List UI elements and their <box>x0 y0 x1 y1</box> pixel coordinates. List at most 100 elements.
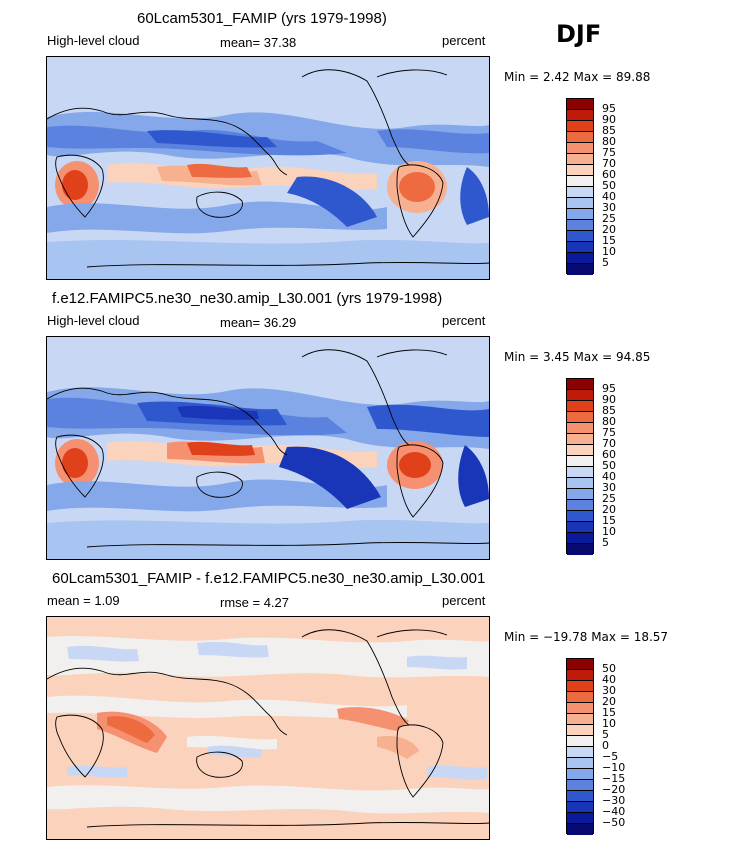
colorbar-swatch <box>567 714 593 725</box>
colorbar-label: 90 <box>602 393 616 406</box>
colorbar-swatch <box>567 187 593 198</box>
colorbar-swatch <box>567 758 593 769</box>
colorbar-label: 5 <box>602 536 609 549</box>
colorbar-swatch <box>567 736 593 747</box>
colorbar-swatch <box>567 692 593 703</box>
colorbar-swatch <box>567 456 593 467</box>
panel2-colorbar: 95 90 85 80 75 70 60 50 40 30 25 20 15 10 5 <box>566 378 626 555</box>
colorbar-label: 60 <box>602 448 616 461</box>
panel2-mean-label: mean= 36.29 <box>220 315 297 330</box>
colorbar-label: 20 <box>602 695 616 708</box>
colorbar-swatch <box>567 379 593 390</box>
colorbar-swatch <box>567 747 593 758</box>
colorbar-label: 50 <box>602 662 616 675</box>
colorbar-label: 85 <box>602 404 616 417</box>
colorbar-label: 85 <box>602 124 616 137</box>
colorbar-label: 90 <box>602 113 616 126</box>
panel2-unit-label: percent <box>442 313 486 328</box>
colorbar-label: −40 <box>602 805 626 818</box>
panel1-colorbar: 95 90 85 80 75 70 60 50 40 30 25 20 15 10 5 <box>566 98 626 275</box>
colorbar-swatch <box>567 769 593 780</box>
colorbar-label: 10 <box>602 717 616 730</box>
colorbar-label: 10 <box>602 525 616 538</box>
colorbar-label: 5 <box>602 256 609 269</box>
colorbar-swatch <box>567 99 593 110</box>
colorbar-label: 95 <box>602 102 616 115</box>
colorbar-swatch <box>567 780 593 791</box>
colorbar-label: −5 <box>602 750 619 763</box>
panel1-mean-label: mean= 37.38 <box>220 35 297 50</box>
colorbar-label: −10 <box>602 761 626 774</box>
colorbar-label: −50 <box>602 816 626 829</box>
panel2-map <box>46 336 490 560</box>
colorbar-label: 30 <box>602 481 616 494</box>
panel2-title: f.e12.FAMIPC5.ne30_ne30.amip_L30.001 (yr… <box>52 290 443 307</box>
colorbar-swatch <box>567 533 593 544</box>
colorbar-label: 15 <box>602 234 616 247</box>
colorbar-label: 15 <box>602 706 616 719</box>
colorbar-label: −15 <box>602 772 626 785</box>
colorbar-swatch <box>567 670 593 681</box>
colorbar-swatch <box>567 445 593 456</box>
colorbar-label: 20 <box>602 503 616 516</box>
panel2-minmax: Min = 3.45 Max = 94.85 <box>504 350 651 364</box>
colorbar-swatch <box>567 253 593 264</box>
colorbar-swatch <box>567 467 593 478</box>
colorbar-swatch <box>567 264 593 275</box>
panel1-title: 60Lcam5301_FAMIP (yrs 1979-1998) <box>137 10 387 27</box>
panel3-title: 60Lcam5301_FAMIP - f.e12.FAMIPC5.ne30_ne… <box>52 570 486 587</box>
colorbar-swatch <box>567 132 593 143</box>
colorbar-label: 75 <box>602 426 616 439</box>
colorbar-swatch <box>567 176 593 187</box>
colorbar-swatch <box>567 198 593 209</box>
colorbar-swatch <box>567 500 593 511</box>
colorbar-label: 30 <box>602 201 616 214</box>
colorbar-label: 40 <box>602 470 616 483</box>
colorbar-swatch <box>567 824 593 835</box>
colorbar-swatch <box>567 522 593 533</box>
colorbar-swatch <box>567 802 593 813</box>
colorbar-swatch <box>567 165 593 176</box>
panel1-unit-label: percent <box>442 33 486 48</box>
colorbar-label: −20 <box>602 783 626 796</box>
colorbar-label: 95 <box>602 382 616 395</box>
colorbar-swatches <box>566 658 594 835</box>
colorbar-swatch <box>567 544 593 555</box>
panel3-minmax: Min = −19.78 Max = 18.57 <box>504 630 669 644</box>
panel3-mean-label: mean = 1.09 <box>47 593 120 608</box>
colorbar-swatch <box>567 242 593 253</box>
colorbar-swatch <box>567 401 593 412</box>
colorbar-label: 10 <box>602 245 616 258</box>
season-label: DJF <box>556 20 602 48</box>
panel1-minmax: Min = 2.42 Max = 89.88 <box>504 70 651 84</box>
colorbar-swatch <box>567 412 593 423</box>
colorbar-swatch <box>567 121 593 132</box>
colorbar-swatch <box>567 220 593 231</box>
colorbar-swatch <box>567 434 593 445</box>
colorbar-label: 15 <box>602 514 616 527</box>
colorbar-swatch <box>567 681 593 692</box>
panel3-map <box>46 616 490 840</box>
colorbar-label: 50 <box>602 459 616 472</box>
colorbar-swatch <box>567 791 593 802</box>
panel1-map <box>46 56 490 280</box>
colorbar-label: 40 <box>602 190 616 203</box>
panel3-rmse-label: rmse = 4.27 <box>220 595 290 610</box>
colorbar-label: −30 <box>602 794 626 807</box>
colorbar-label: 70 <box>602 157 616 170</box>
colorbar-swatch <box>567 231 593 242</box>
colorbar-label: 70 <box>602 437 616 450</box>
colorbar-label: 25 <box>602 212 616 225</box>
colorbar-label: 50 <box>602 179 616 192</box>
colorbar-swatch <box>567 725 593 736</box>
colorbar-swatch <box>567 703 593 714</box>
panel1-variable-label: High-level cloud <box>47 33 140 48</box>
colorbar-label: 20 <box>602 223 616 236</box>
colorbar-swatch <box>567 478 593 489</box>
colorbar-label: 5 <box>602 728 609 741</box>
colorbar-label: 75 <box>602 146 616 159</box>
colorbar-swatch <box>567 423 593 434</box>
colorbar-swatch <box>567 489 593 500</box>
panel3-unit-label: percent <box>442 593 486 608</box>
colorbar-swatch <box>567 511 593 522</box>
